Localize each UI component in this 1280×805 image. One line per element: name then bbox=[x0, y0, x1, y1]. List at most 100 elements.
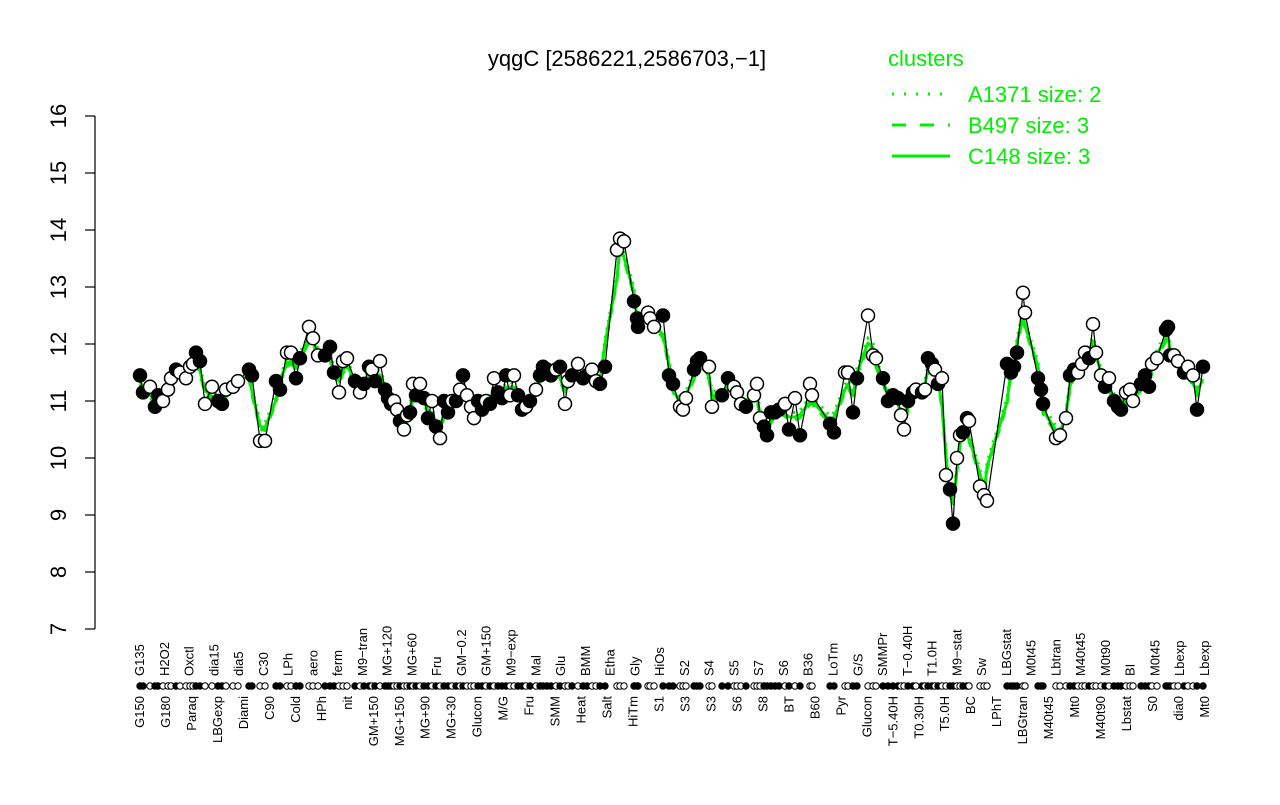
data-point bbox=[570, 356, 586, 372]
x-tick-label: Heat bbox=[574, 696, 589, 724]
chart-title: yqgC [2586221,2586703,−1] bbox=[488, 46, 766, 71]
data-point bbox=[1189, 402, 1205, 417]
x-tick-label: aero bbox=[305, 650, 320, 676]
x-marker bbox=[201, 682, 209, 690]
data-point bbox=[1085, 316, 1101, 332]
x-tick-label: Salt bbox=[600, 696, 615, 719]
y-tick-label: 7 bbox=[46, 623, 71, 635]
data-point bbox=[961, 413, 977, 429]
x-tick-label: Fru bbox=[522, 696, 537, 716]
x-tick-label: G/S bbox=[850, 653, 865, 676]
x-marker bbox=[634, 682, 642, 690]
data-point bbox=[1125, 393, 1141, 409]
data-point bbox=[197, 396, 213, 412]
x-tick-label: HiOs bbox=[652, 647, 667, 676]
x-tick-label: S2 bbox=[677, 660, 692, 676]
x-tick-label: Lbstat bbox=[1119, 696, 1134, 732]
x-tick-label: Paraq bbox=[184, 696, 199, 731]
data-point bbox=[759, 427, 775, 443]
x-marker bbox=[1056, 682, 1064, 690]
data-point bbox=[557, 396, 573, 412]
data-point bbox=[665, 376, 681, 392]
data-point bbox=[1101, 370, 1117, 386]
x-tick-label: Fru bbox=[429, 657, 444, 677]
x-marker bbox=[261, 682, 269, 690]
data-point bbox=[1015, 285, 1031, 300]
x-tick-label: T−5.40H bbox=[885, 696, 900, 746]
data-point bbox=[945, 516, 961, 531]
x-tick-label: dia0 bbox=[1171, 696, 1186, 721]
data-point bbox=[979, 493, 995, 509]
x-tick-label: S5 bbox=[726, 660, 741, 676]
x-marker bbox=[682, 682, 690, 690]
data-point bbox=[646, 319, 662, 335]
data-point bbox=[781, 422, 797, 437]
x-tick-label: Mal bbox=[528, 655, 543, 676]
data-point bbox=[288, 370, 304, 386]
x-tick-label: T5.0H bbox=[937, 696, 952, 731]
x-tick-label: ferm bbox=[330, 650, 345, 676]
x-tick-label: Glucon bbox=[470, 696, 485, 737]
cluster-a1371-line bbox=[138, 238, 1205, 500]
data-point bbox=[655, 308, 671, 323]
x-tick-label: T−0.40H bbox=[900, 626, 915, 676]
x-tick-label: M9−exp bbox=[504, 629, 519, 676]
x-marker bbox=[139, 682, 147, 690]
x-tick-label: Lbtran bbox=[1048, 639, 1063, 676]
data-point bbox=[132, 368, 148, 383]
data-point bbox=[402, 405, 418, 420]
x-tick-label: B60 bbox=[807, 696, 822, 719]
data-point bbox=[738, 399, 754, 414]
x-marker bbox=[742, 682, 750, 690]
y-tick-label: 9 bbox=[46, 509, 71, 521]
x-tick-label: M40t90 bbox=[1093, 696, 1108, 739]
x-marker bbox=[276, 682, 284, 690]
x-marker bbox=[659, 682, 667, 690]
x-marker bbox=[830, 682, 838, 690]
data-point bbox=[305, 331, 321, 346]
data-point bbox=[244, 368, 260, 383]
data-point bbox=[949, 450, 965, 466]
data-point bbox=[868, 351, 884, 366]
x-tick-label: SMMPr bbox=[875, 632, 890, 676]
x-tick-label: M9−tran bbox=[355, 628, 370, 676]
x-tick-label: nit bbox=[340, 696, 355, 710]
x-tick-label: G135 bbox=[132, 644, 147, 676]
x-marker bbox=[983, 682, 991, 690]
x-tick-label: Sw bbox=[974, 657, 989, 676]
data-point bbox=[322, 339, 338, 355]
data-point bbox=[1141, 379, 1157, 395]
data-point bbox=[749, 376, 765, 392]
x-tick-label: M0t45 bbox=[1024, 640, 1039, 676]
x-tick-label: GM+150 bbox=[366, 696, 381, 746]
y-tick-label: 13 bbox=[46, 275, 71, 299]
x-tick-label: dia15 bbox=[206, 644, 221, 676]
x-tick-label: T0.30H bbox=[911, 696, 926, 739]
x-tick-label: Etha bbox=[603, 648, 618, 676]
data-point bbox=[845, 405, 861, 420]
y-tick-label: 8 bbox=[46, 566, 71, 578]
data-point bbox=[424, 393, 440, 409]
data-point bbox=[1033, 382, 1049, 397]
data-point bbox=[326, 365, 342, 380]
data-point bbox=[917, 382, 933, 397]
data-point bbox=[192, 353, 208, 369]
x-marker bbox=[724, 682, 732, 690]
x-tick-label: T1.0H bbox=[925, 641, 940, 676]
data-point bbox=[230, 373, 246, 389]
x-marker bbox=[708, 682, 716, 690]
data-point bbox=[787, 390, 803, 406]
x-marker bbox=[234, 682, 242, 690]
x-tick-label: HiTm bbox=[626, 696, 641, 727]
data-point bbox=[1058, 410, 1074, 426]
data-point bbox=[893, 408, 909, 423]
x-tick-label: Cold bbox=[288, 696, 303, 723]
x-tick-label: S3 bbox=[678, 696, 693, 712]
x-tick-label: S3 bbox=[704, 696, 719, 712]
x-tick-label: M0t45 bbox=[1148, 640, 1163, 676]
x-tick-label: BC bbox=[963, 696, 978, 714]
x-tick-label: BT bbox=[781, 696, 796, 713]
data-point bbox=[704, 399, 720, 414]
x-marker bbox=[620, 682, 628, 690]
